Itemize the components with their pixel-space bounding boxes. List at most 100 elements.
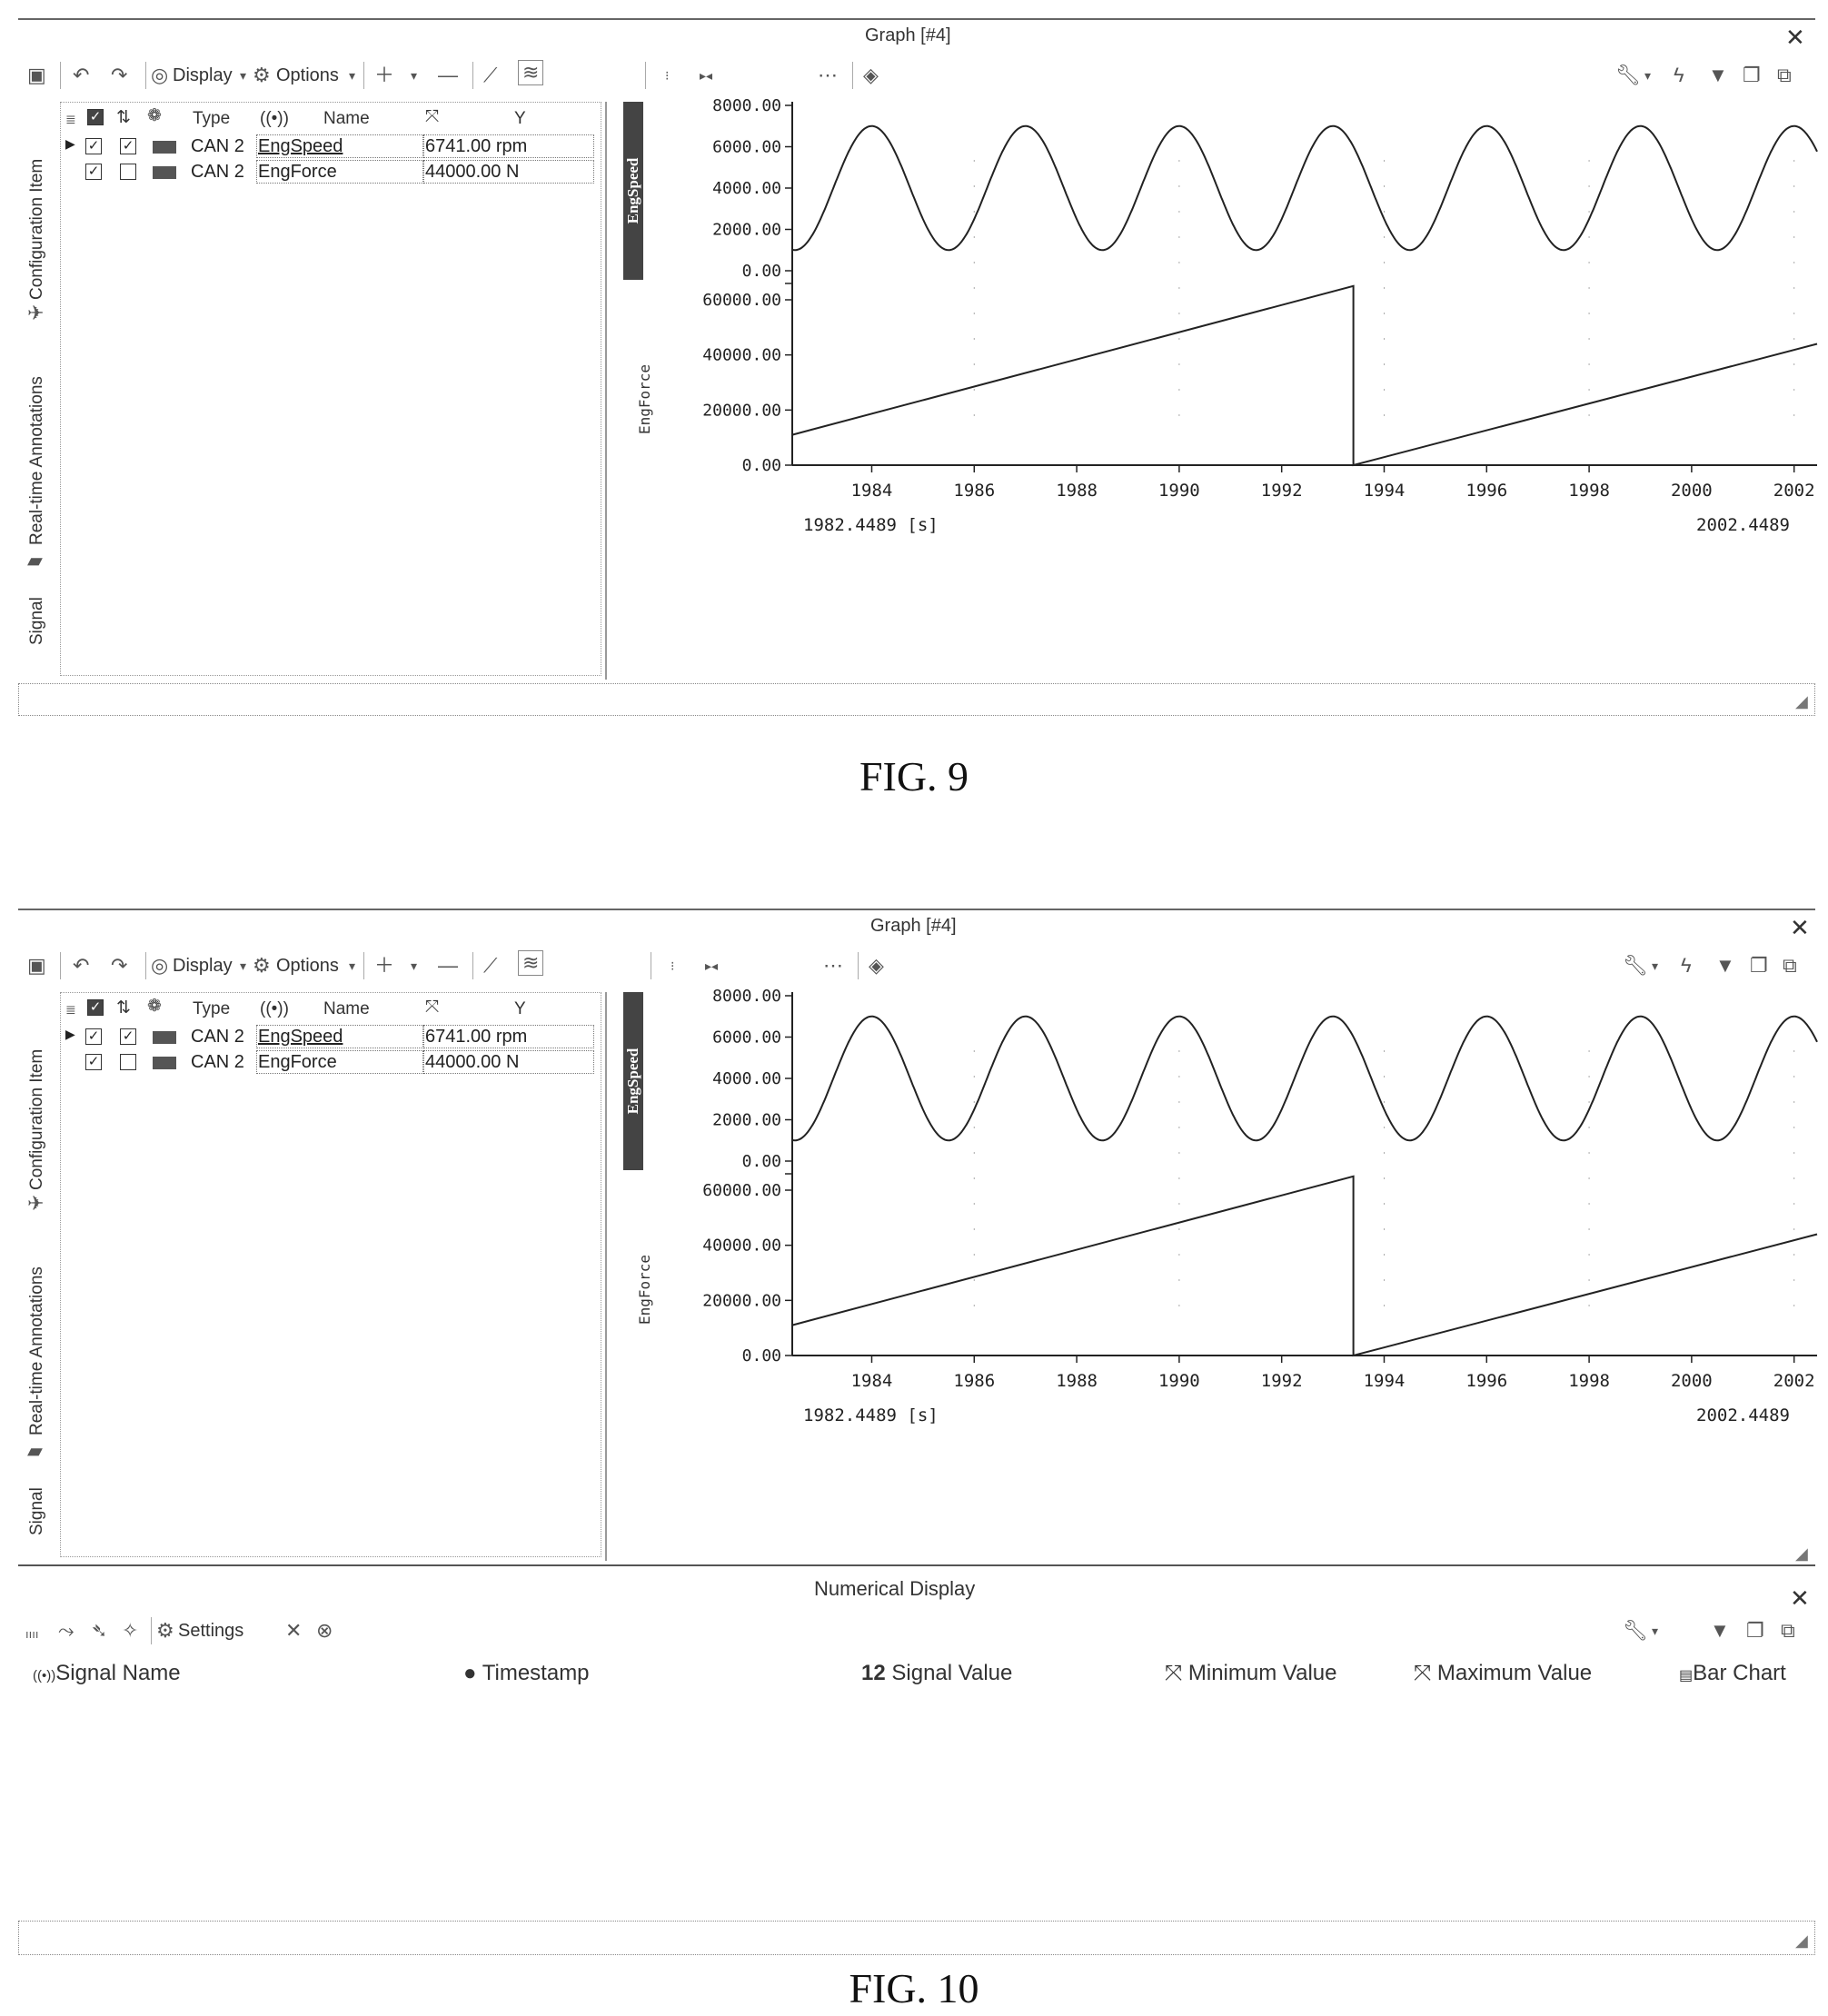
dropdown-arrow-icon[interactable]: ▾: [1652, 958, 1659, 973]
column-header-bar-chart[interactable]: ▤Bar Chart: [1679, 1661, 1786, 1686]
delete-icon[interactable]: ✕: [285, 1619, 303, 1642]
axis-checkbox[interactable]: ✓: [120, 138, 136, 154]
dropdown-arrow-icon[interactable]: ▾: [240, 68, 247, 83]
panel-divider[interactable]: [605, 992, 607, 1561]
graph-mode-icon[interactable]: ≋: [518, 950, 544, 976]
resize-grip-icon[interactable]: ◢: [1795, 1932, 1808, 1950]
add-icon[interactable]: ＋: [374, 954, 395, 977]
signal-name-cell[interactable]: [256, 160, 423, 184]
column-header-y[interactable]: Y: [514, 999, 526, 1018]
dropdown-arrow-icon[interactable]: ▾: [349, 958, 356, 973]
dropdown-arrow-icon[interactable]: ▾: [411, 958, 418, 973]
axis-checkbox[interactable]: [120, 164, 136, 180]
visible-checkbox[interactable]: ✓: [85, 138, 102, 154]
column-header-type[interactable]: Type: [193, 109, 231, 128]
engspeed-axis-badge[interactable]: EngSpeed: [623, 102, 643, 280]
engspeed-axis-badge[interactable]: EngSpeed: [623, 992, 643, 1170]
resize-grip-icon[interactable]: ◢: [1795, 1544, 1808, 1563]
line-chart-icon[interactable]: ⟋: [483, 64, 498, 86]
column-chooser-icon[interactable]: ≣: [65, 1002, 76, 1017]
signal-name-cell[interactable]: [256, 1050, 423, 1074]
settings-menu-button[interactable]: Settings: [178, 1621, 244, 1641]
signal-name[interactable]: EngSpeed: [258, 1027, 343, 1047]
select-all-checkbox[interactable]: ✓: [87, 109, 104, 125]
close-icon[interactable]: ✕: [1790, 1584, 1810, 1612]
axis-checkbox[interactable]: ✓: [120, 1028, 136, 1045]
panel-toggle-icon[interactable]: ▣: [27, 954, 46, 977]
graph-plot[interactable]: 8000.00 6000.00 4000.00 2000.00 0.00 60000.00…: [0, 0, 1828, 727]
redo-icon[interactable]: ↷: [111, 954, 128, 977]
signal-name-cell[interactable]: [256, 134, 423, 158]
row-expand-icon[interactable]: ▶: [65, 136, 75, 151]
redo-icon[interactable]: ↷: [111, 64, 128, 86]
options-menu-button[interactable]: Options: [276, 956, 339, 976]
filter-icon[interactable]: ▼: [1708, 64, 1728, 86]
dropdown-arrow-icon[interactable]: ▾: [1644, 68, 1652, 83]
panel-toggle-icon[interactable]: ▣: [27, 64, 46, 86]
resize-grip-icon[interactable]: ◢: [1795, 692, 1808, 710]
signal-color-swatch[interactable]: [153, 166, 176, 179]
window-icon[interactable]: ❐: [1743, 64, 1761, 86]
signal-name-cell[interactable]: [256, 1025, 423, 1048]
column-header-maximum-value[interactable]: ⤧ Maximum Value: [1414, 1661, 1592, 1686]
signal-add-icon[interactable]: ıııı: [25, 1627, 39, 1641]
dropdown-arrow-icon[interactable]: ▾: [349, 68, 356, 83]
dropdown-arrow-icon[interactable]: ▾: [411, 68, 418, 83]
filter-icon[interactable]: ▼: [1715, 954, 1735, 977]
add-icon[interactable]: ＋: [374, 64, 395, 86]
signal-name[interactable]: EngForce: [258, 162, 337, 182]
graph-mode-icon[interactable]: ≋: [518, 60, 544, 85]
close-icon[interactable]: ✕: [1785, 24, 1805, 51]
signal-color-swatch[interactable]: [153, 1057, 176, 1069]
link-icon[interactable]: ⤳: [58, 1619, 75, 1642]
column-header-name[interactable]: Name: [323, 109, 370, 128]
display-menu-button[interactable]: Display: [173, 956, 233, 976]
export-icon[interactable]: ⧉: [1783, 954, 1797, 977]
dropdown-arrow-icon[interactable]: ▾: [240, 958, 247, 973]
undo-icon[interactable]: ↶: [73, 954, 90, 977]
more-icon[interactable]: ⋯: [818, 64, 838, 86]
zoom-x-icon[interactable]: ▸◂: [700, 68, 713, 83]
eraser-icon[interactable]: ◈: [863, 64, 879, 86]
column-header-timestamp[interactable]: ● Timestamp: [463, 1661, 590, 1686]
column-header-y[interactable]: Y: [514, 109, 526, 128]
wrench-icon[interactable]: 🔧︎: [1615, 64, 1641, 86]
axis-checkbox[interactable]: [120, 1054, 136, 1070]
signal-name[interactable]: EngSpeed: [258, 136, 343, 156]
sort-icon[interactable]: ⇅: [116, 998, 131, 1018]
visible-checkbox[interactable]: ✓: [85, 164, 102, 180]
column-header-name[interactable]: Name: [323, 999, 370, 1018]
column-header-signal-value[interactable]: 12 Signal Value: [861, 1661, 1012, 1686]
export-icon[interactable]: ⧉: [1781, 1619, 1795, 1642]
more-icon[interactable]: ⋯: [823, 954, 843, 977]
zoom-fit-icon[interactable]: ⁝: [665, 68, 670, 83]
zoom-fit-icon[interactable]: ⁝: [671, 958, 675, 973]
trigger-icon[interactable]: ϟ: [1681, 954, 1692, 977]
visible-checkbox[interactable]: ✓: [85, 1054, 102, 1070]
remove-icon[interactable]: —: [438, 64, 458, 86]
panel-divider[interactable]: [605, 102, 607, 680]
sparkle-icon[interactable]: ✧: [122, 1619, 139, 1642]
row-expand-icon[interactable]: ▶: [65, 1027, 75, 1041]
signal-color-swatch[interactable]: [153, 141, 176, 154]
pointer-icon[interactable]: ➴: [91, 1619, 108, 1642]
options-menu-button[interactable]: Options: [276, 65, 339, 85]
visible-checkbox[interactable]: ✓: [85, 1028, 102, 1045]
export-icon[interactable]: ⧉: [1777, 64, 1792, 86]
signal-color-swatch[interactable]: [153, 1031, 176, 1044]
trigger-icon[interactable]: ϟ: [1674, 64, 1684, 86]
window-icon[interactable]: ❐: [1750, 954, 1768, 977]
column-header-minimum-value[interactable]: ⤧ Minimum Value: [1165, 1661, 1336, 1686]
display-menu-button[interactable]: Display: [173, 65, 233, 85]
eraser-icon[interactable]: ◈: [869, 954, 884, 977]
column-header-type[interactable]: Type: [193, 999, 231, 1018]
wrench-icon[interactable]: 🔧︎: [1623, 1619, 1648, 1642]
dropdown-arrow-icon[interactable]: ▾: [1652, 1624, 1659, 1638]
close-icon[interactable]: ✕: [1790, 914, 1810, 941]
graph-plot[interactable]: 8000.00 6000.00 4000.00 2000.00 0.00 60000.00…: [0, 890, 1828, 1617]
select-all-checkbox[interactable]: ✓: [87, 999, 104, 1016]
zoom-x-icon[interactable]: ▸◂: [705, 958, 719, 973]
line-chart-icon[interactable]: ⟋: [483, 954, 498, 977]
wrench-icon[interactable]: 🔧︎: [1623, 954, 1648, 977]
undo-icon[interactable]: ↶: [73, 64, 90, 86]
